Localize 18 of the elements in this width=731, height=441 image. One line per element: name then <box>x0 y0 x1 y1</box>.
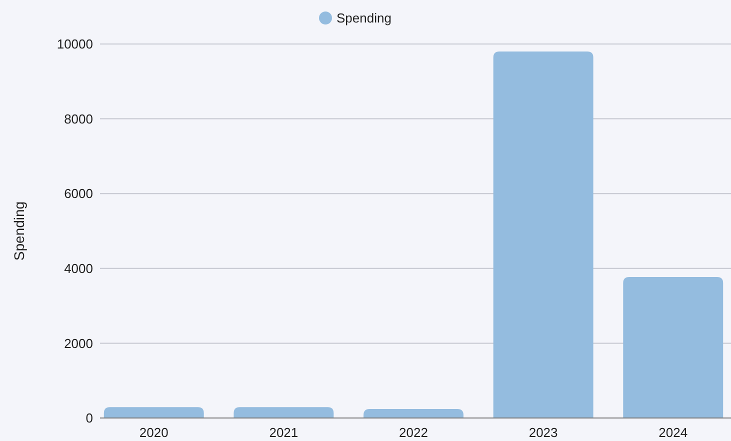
x-tick-label: 2022 <box>399 425 428 440</box>
y-axis-title: Spending <box>11 201 27 261</box>
x-tick-label: 2024 <box>658 425 688 440</box>
x-tick-label: 2023 <box>528 425 558 440</box>
y-tick-label: 4000 <box>64 260 93 276</box>
bar <box>623 277 724 418</box>
y-tick-label: 6000 <box>64 186 93 202</box>
bar <box>234 407 334 418</box>
y-tick-label: 10000 <box>56 36 93 52</box>
x-tick-label: 2020 <box>139 425 168 440</box>
legend-label: Spending <box>336 10 392 26</box>
bar <box>364 409 464 418</box>
y-tick-label: 2000 <box>64 336 93 351</box>
y-tick-label: 0 <box>86 410 93 426</box>
x-tick-label: 2021 <box>269 425 298 440</box>
bar <box>493 51 594 418</box>
y-tick-label: 8000 <box>64 111 93 126</box>
bar <box>104 407 204 418</box>
